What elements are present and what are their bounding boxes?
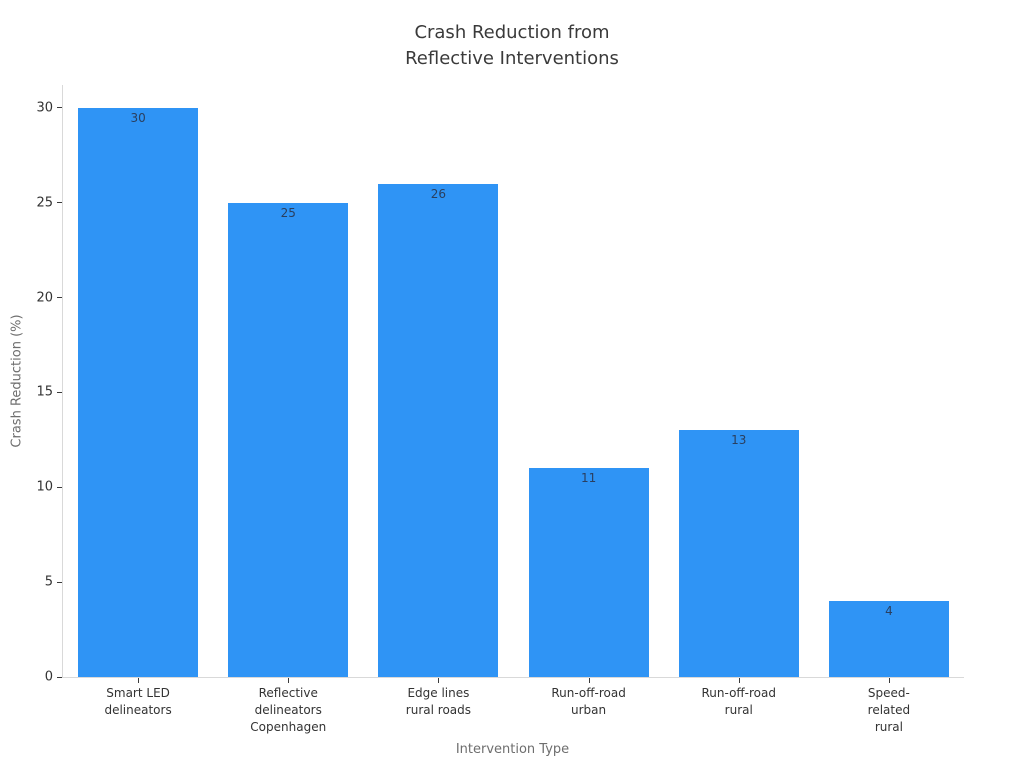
x-axis-title: Intervention Type — [455, 742, 570, 757]
bar-value-label: 30 — [130, 110, 146, 125]
bar — [378, 183, 499, 677]
x-axis-category-label: Run-off-road urban — [551, 686, 626, 717]
x-axis-category-label: Speed-related rural — [867, 686, 911, 734]
chart-title: Crash Reduction from Reflective Interven… — [0, 20, 1024, 72]
bar — [828, 601, 949, 677]
y-axis-tick-label: 25 — [36, 195, 53, 211]
x-axis-tick-mark — [138, 678, 140, 683]
y-axis-tick-label: 15 — [36, 384, 53, 400]
x-axis-tick-mark — [738, 678, 740, 683]
y-axis-tick-label: 30 — [36, 100, 53, 116]
chart-title-line-1: Crash Reduction from — [414, 22, 610, 43]
chart-title-line-2: Reflective Interventions — [405, 48, 619, 69]
y-axis-tick-mark — [57, 676, 62, 678]
y-axis-tick-mark — [57, 202, 62, 204]
bar-value-label: 26 — [430, 186, 447, 201]
bar-value-label: 4 — [885, 604, 893, 619]
y-axis-tick-mark — [57, 107, 62, 109]
y-axis-tick-label: 5 — [44, 574, 53, 590]
y-axis-tick-mark — [57, 581, 62, 583]
x-axis-tick-mark — [438, 678, 440, 683]
x-axis-category-label: Smart LED delineators — [104, 686, 172, 717]
x-axis-category-label: Reflective delineators Copenhagen — [250, 686, 327, 734]
x-axis-tick-mark — [888, 678, 890, 683]
bar-value-label: 25 — [280, 205, 296, 220]
y-axis-tick-mark — [57, 486, 62, 488]
plot-area: 0 5 10 15 20 25 30 30 Smart LED delineators 25 Ref… — [36, 85, 964, 734]
x-axis-category-label: Run-off-road rural — [701, 686, 776, 717]
bar — [678, 430, 799, 677]
y-axis-tick-mark — [57, 297, 62, 298]
bar-value-label: 11 — [580, 471, 597, 486]
bar — [228, 202, 349, 677]
y-axis-tick-label: 0 — [44, 669, 53, 685]
y-axis-title: Crash Reduction (%) — [9, 314, 25, 448]
y-axis-tick-label: 20 — [36, 290, 53, 305]
x-axis-tick-mark — [288, 678, 290, 683]
x-axis-tick-mark — [588, 678, 590, 683]
bar — [528, 468, 649, 677]
bar-value-label: 13 — [731, 433, 747, 448]
x-axis-category-label: Edge lines rural roads — [405, 686, 472, 717]
y-axis-tick-label: 10 — [36, 479, 53, 495]
bar — [78, 107, 199, 677]
y-axis-tick-mark — [57, 391, 62, 393]
